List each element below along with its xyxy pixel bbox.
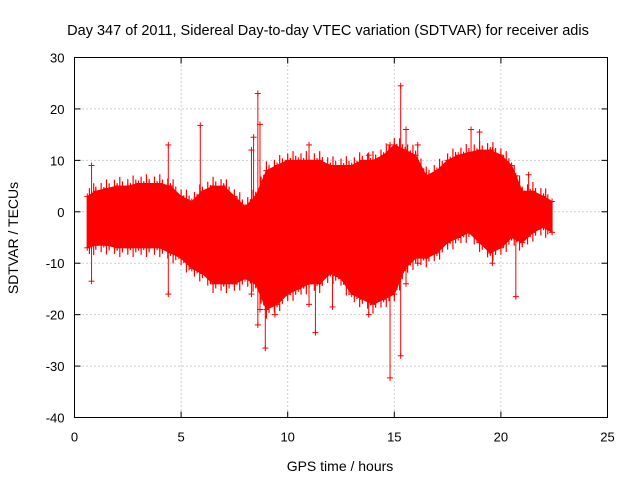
x-tick-labels: 0 5 10 15 20 25 [71,430,615,445]
x-tick-label: 25 [600,430,614,445]
y-tick-label: -30 [46,359,65,374]
y-tick-label: 10 [50,153,64,168]
y-tick-label: 20 [50,102,64,117]
y-tick-labels: -40 -30 -20 -10 0 10 20 30 [46,51,65,426]
plot-frame [74,57,608,418]
axis-ticks [74,57,608,418]
x-tick-label: 10 [280,430,294,445]
x-tick-label: 5 [177,430,184,445]
x-tick-label: 20 [494,430,508,445]
x-axis-label: GPS time / hours [287,458,394,474]
y-tick-label: 0 [57,205,64,220]
x-tick-label: 0 [71,430,78,445]
y-axis-label: SDTVAR / TECUs [5,182,21,294]
y-tick-label: -10 [46,256,65,271]
data-series-sdtvar [84,82,556,381]
y-tick-label: -20 [46,308,65,323]
chart-title: Day 347 of 2011, Sidereal Day-to-day VTE… [67,23,589,39]
y-tick-label: 30 [50,51,64,66]
y-tick-label: -40 [46,411,65,426]
x-tick-label: 15 [387,430,401,445]
